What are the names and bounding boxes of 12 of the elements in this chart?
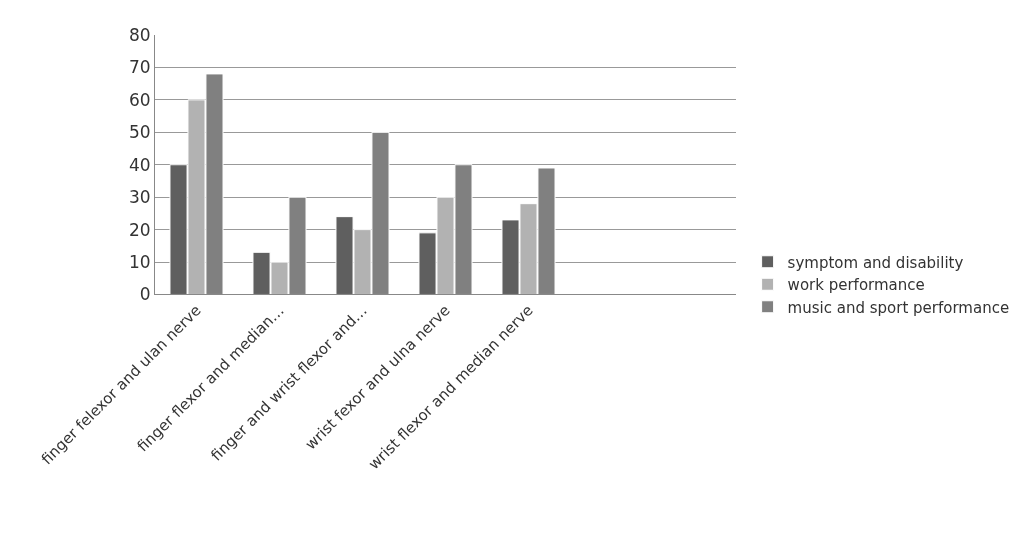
y-tick-label: 20 — [128, 219, 151, 240]
y-tick-label: 60 — [128, 89, 151, 110]
legend-label: symptom and disability — [787, 253, 964, 272]
y-tick-label: 0 — [139, 284, 151, 305]
y-tick-label: 10 — [128, 252, 151, 272]
y-tick-label: 50 — [128, 122, 151, 143]
y-tick-label: 30 — [128, 187, 151, 208]
y-tick-label: 80 — [128, 24, 151, 45]
legend-label: music and sport performance — [787, 298, 1010, 317]
y-tick-label: 70 — [128, 57, 151, 78]
legend-label: work performance — [787, 276, 925, 295]
y-tick-label: 40 — [128, 154, 151, 175]
